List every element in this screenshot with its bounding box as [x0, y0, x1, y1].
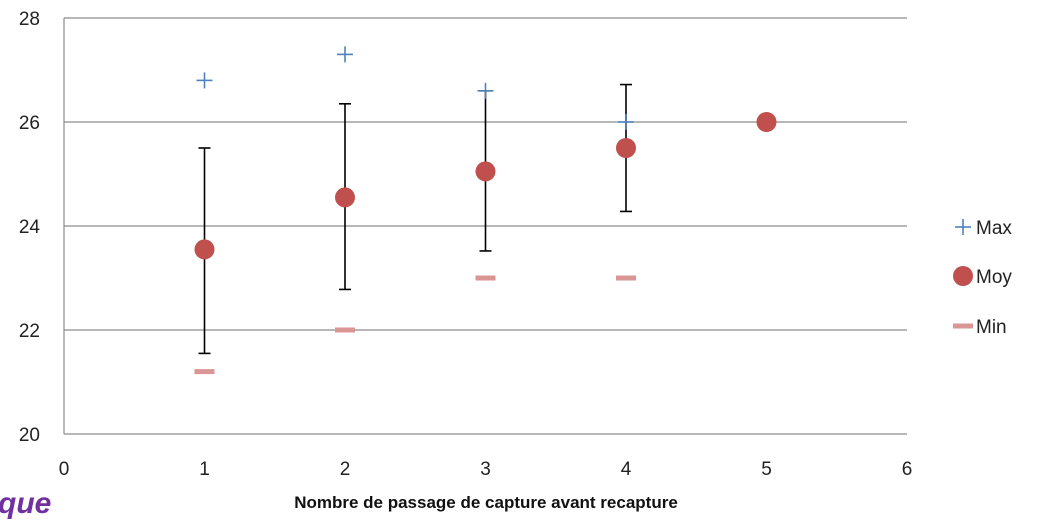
legend-marker-min	[953, 323, 973, 329]
legend-label-min: Min	[976, 317, 1007, 338]
point-max-x4	[618, 114, 634, 130]
x-tick-0: 0	[59, 459, 70, 480]
legend: Max Moy Min	[953, 218, 1012, 338]
point-moy-x4	[616, 138, 636, 158]
y-tick-labels: 20 22 24 26 28	[19, 9, 41, 446]
point-max-x2	[337, 46, 353, 63]
axes	[63, 18, 907, 435]
y-tick-26: 26	[19, 113, 40, 134]
point-max-x3	[477, 82, 494, 99]
point-moy-x2	[335, 187, 355, 208]
point-max-x1	[196, 72, 213, 89]
y-tick-24: 24	[19, 217, 41, 238]
error-bars	[198, 83, 632, 355]
point-min-x1	[194, 369, 215, 375]
y-tick-22: 22	[19, 321, 40, 342]
x-axis-label: Nombre de passage de capture avant recap…	[294, 493, 678, 512]
point-min-x3	[475, 275, 496, 281]
legend-label-max: Max	[976, 218, 1012, 239]
point-moy-x1	[194, 239, 215, 260]
x-tick-4: 4	[621, 459, 632, 480]
y-tick-28: 28	[19, 9, 40, 30]
x-tick-6: 6	[902, 459, 913, 480]
x-tick-3: 3	[480, 459, 491, 480]
legend-label-moy: Moy	[976, 267, 1012, 288]
cropped-text-fragment: que	[0, 487, 51, 520]
point-min-x4	[616, 275, 636, 281]
legend-marker-max	[955, 219, 971, 235]
point-min-x2	[335, 327, 355, 333]
x-tick-2: 2	[340, 459, 351, 480]
data-marks	[194, 46, 777, 375]
x-tick-1: 1	[199, 459, 210, 480]
x-tick-5: 5	[761, 459, 772, 480]
point-moy-x5	[756, 112, 777, 132]
x-tick-labels: 0 1 2 3 4 5 6	[59, 459, 913, 480]
legend-marker-moy	[953, 266, 973, 286]
y-tick-20: 20	[19, 425, 40, 446]
point-moy-x3	[475, 161, 496, 182]
